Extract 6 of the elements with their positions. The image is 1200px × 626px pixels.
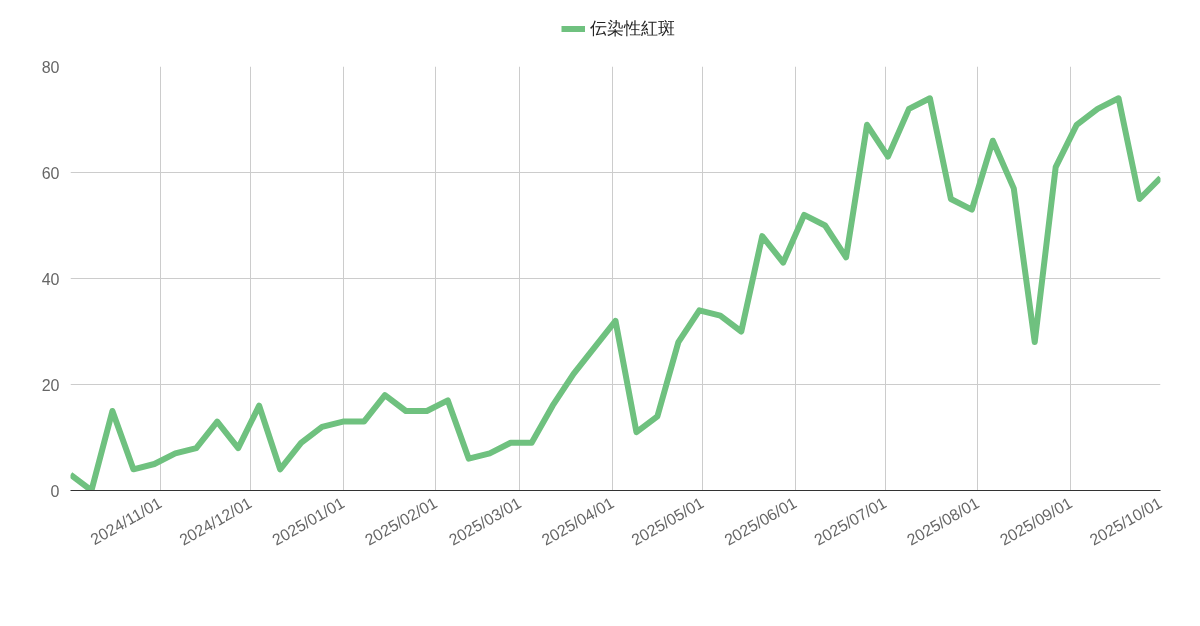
y-tick-label: 80 <box>41 58 60 76</box>
y-tick-label: 60 <box>41 164 60 182</box>
y-tick-label: 0 <box>50 482 60 500</box>
y-tick-label: 40 <box>41 270 60 288</box>
legend-label: 伝染性紅斑 <box>590 17 675 40</box>
y-tick-label: 20 <box>41 376 60 394</box>
